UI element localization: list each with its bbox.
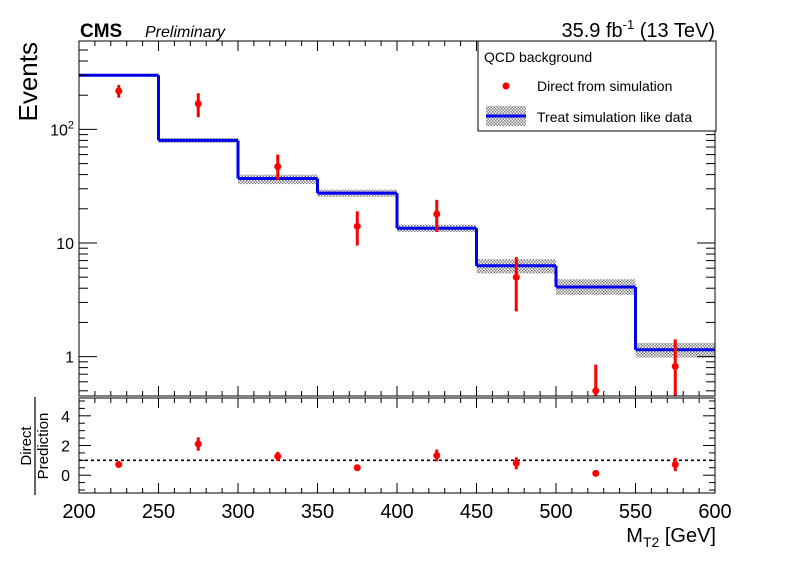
ratio-y-label-top: Direct (18, 426, 35, 466)
lumi-value: 35.9 fb (561, 20, 622, 42)
points-layer (115, 84, 679, 396)
lumi-label: 35.9 fb-1 (13 TeV) (561, 17, 715, 42)
data-point (115, 87, 123, 95)
main-y-tick-label: 10 (56, 236, 74, 253)
main-y-tick-label-base: 1 (65, 350, 74, 367)
ratio-y-tick-label: 0 (61, 468, 70, 485)
x-tick-label: 300 (221, 501, 254, 523)
legend-marker-direct (502, 82, 510, 90)
main-y-tick-label-exponent: 2 (68, 119, 74, 131)
ratio-y-tick-label: 4 (61, 409, 70, 426)
main-y-tick-label: 102 (50, 119, 74, 139)
legend: QCD background Direct from simulation Tr… (477, 40, 717, 132)
ratio-frame (78, 397, 716, 494)
histogram-layer (79, 73, 715, 352)
legend-label-treat: Treat simulation like data (537, 109, 692, 125)
ratio-points-layer (79, 437, 715, 477)
ratio-point (512, 459, 520, 467)
lumi-exponent: -1 (623, 17, 635, 32)
x-tick-label: 400 (380, 501, 413, 523)
data-point (512, 273, 520, 281)
ratio-axes-layer: 200 250 300 350 400 450 500 550 600 0 2 4 (61, 398, 732, 523)
x-tick-label: 350 (301, 501, 334, 523)
ratio-point (592, 469, 600, 477)
ratio-point (115, 461, 123, 468)
ratio-point (671, 461, 679, 468)
x-axis-label-main: M (626, 525, 643, 547)
uncertainty-band-layer (158, 138, 715, 358)
main-y-axis-label: Events (13, 42, 43, 122)
data-point (353, 222, 361, 230)
data-point (194, 100, 202, 108)
data-point (592, 387, 600, 395)
main-frame (78, 40, 716, 397)
data-point (274, 163, 282, 171)
data-point (433, 210, 441, 218)
main-y-tick-label-base: 10 (56, 236, 74, 253)
x-axis-label: MT2 [GeV] (626, 525, 716, 550)
x-tick-label: 500 (539, 501, 572, 523)
main-y-tick-label-base: 10 (50, 122, 68, 139)
x-tick-label: 250 (142, 501, 175, 523)
ratio-point (194, 440, 202, 448)
experiment-label: CMS (80, 21, 122, 42)
legend-label-direct: Direct from simulation (537, 78, 672, 94)
x-tick-label: 450 (460, 501, 493, 523)
x-tick-label: 200 (62, 501, 95, 523)
main-y-tick-label: 1 (65, 350, 74, 367)
ratio-point (353, 464, 361, 472)
ratio-y-tick-label: 2 (61, 439, 70, 456)
x-axis-label-sub: T2 (643, 534, 660, 550)
x-axis-label-unit: [GeV] (665, 525, 716, 547)
status-label: Preliminary (145, 24, 226, 41)
legend-title: QCD background (484, 49, 592, 65)
x-tick-label: 550 (619, 501, 652, 523)
energy-label: (13 TeV) (640, 20, 715, 42)
ratio-point (433, 451, 441, 459)
x-tick-label: 600 (698, 501, 731, 523)
ratio-y-label-bottom: Prediction (35, 413, 52, 480)
data-point (671, 362, 679, 370)
ratio-panel: 200 250 300 350 400 450 500 550 600 0 2 4 Direct Pr… (18, 397, 732, 550)
ratio-point (274, 452, 282, 460)
